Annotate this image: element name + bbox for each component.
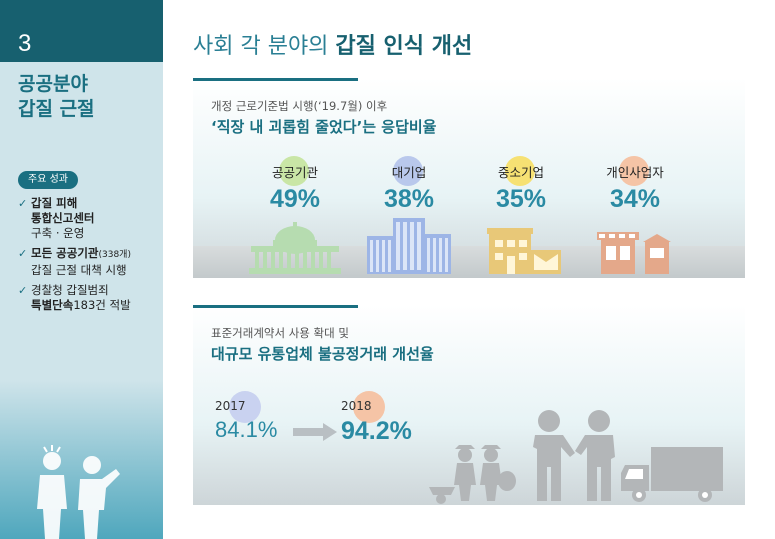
stat-value: 34%	[609, 185, 661, 213]
small-business-icon	[487, 228, 561, 274]
stat-circle	[279, 156, 309, 186]
people-arguing-icon	[37, 445, 120, 539]
section-title: 공공분야 갑질 근절	[18, 72, 95, 122]
stat-value: 35%	[495, 185, 547, 213]
logistics-illustration	[429, 410, 723, 504]
panel-accent-line	[193, 78, 358, 81]
stat-circle	[505, 156, 535, 186]
stat-large-company: 대기업 38%	[361, 156, 457, 214]
panel-subtitle: 표준거래계약서 사용 확대 및	[211, 326, 349, 340]
section-number: 3	[18, 30, 32, 57]
stat-value: 38%	[383, 185, 435, 213]
achievement-bold: 통합신고센터	[31, 211, 95, 225]
stat-label: 대기업	[391, 165, 427, 180]
achievement-bold: 갑질 피해	[31, 196, 78, 210]
achievement-item: ✓ 모든 공공기관(338개) 갑질 근절 대책 시행	[18, 246, 160, 278]
achievement-text: 경찰청 갑질범죄	[31, 283, 109, 297]
workplace-harassment-panel: 개정 근로기준법 시행(‘19.7월) 이후 ‘직장 내 괴롭힘 줄었다’는 응…	[193, 78, 745, 278]
from-year: 2017	[215, 399, 246, 413]
achievement-text: 183건 적발	[73, 298, 131, 312]
achievement-item: ✓ 갑질 피해 통합신고센터 구축 · 운영	[18, 196, 160, 241]
stat-value: 49%	[269, 185, 321, 213]
achievements-badge: 주요 성과	[18, 171, 78, 189]
distribution-fair-trade-panel: 표준거래계약서 사용 확대 및 대규모 유통업체 불공정거래 개선율 2017 …	[193, 305, 745, 505]
achievement-item: ✓ 경찰청 갑질범죄 특별단속183건 적발	[18, 283, 160, 313]
national-assembly-icon	[249, 222, 341, 274]
stat-public-institution: 공공기관 49%	[247, 156, 343, 214]
section-title-line2: 갑질 근절	[18, 98, 95, 120]
from-value: 84.1%	[215, 417, 278, 442]
sidebar: 3 공공분야 갑질 근절 주요 성과 ✓ 갑질 피해 통합신고센터 구축 · 운…	[0, 0, 163, 539]
shop-icon	[597, 232, 671, 274]
check-icon: ✓	[18, 284, 28, 297]
page-title: 사회 각 분야의 갑질 인식 개선	[193, 28, 472, 60]
check-icon: ✓	[18, 197, 28, 210]
achievement-bold: 모든 공공기관	[31, 246, 99, 260]
panel-heading: 대규모 유통업체 불공정거래 개선율	[211, 345, 434, 363]
panel-accent-line	[193, 305, 358, 308]
year-circle-2018	[353, 391, 385, 423]
achievement-bold: 특별단속	[31, 298, 74, 312]
office-building-icon	[367, 218, 451, 274]
achievements-list: ✓ 갑질 피해 통합신고센터 구축 · 운영 ✓ 모든 공공기관(338개) 갑…	[18, 196, 160, 318]
stat-sme: 중소기업 35%	[473, 156, 569, 214]
achievement-text: 구축 · 운영	[31, 226, 85, 240]
to-year: 2018	[341, 399, 372, 413]
achievement-text: 갑질 근절 대책 시행	[31, 263, 127, 277]
stat-label: 개인사업자	[606, 165, 664, 180]
panel-heading: ‘직장 내 괴롭힘 줄었다’는 응답비율	[211, 118, 437, 136]
page-title-normal: 사회 각 분야의	[193, 34, 336, 59]
sidebar-header-band	[0, 0, 163, 62]
panel-subtitle: 개정 근로기준법 시행(‘19.7월) 이후	[211, 99, 388, 113]
stat-self-employed: 개인사업자 34%	[587, 156, 683, 214]
sidebar-fade	[0, 380, 163, 539]
arrow-right-icon	[293, 423, 337, 441]
year-circle-2017	[229, 391, 261, 423]
stat-circle	[393, 156, 423, 186]
stat-circle	[619, 156, 649, 186]
achievement-small: (338개)	[98, 250, 131, 260]
stat-label: 중소기업	[497, 165, 544, 180]
page-title-bold: 갑질 인식 개선	[335, 34, 473, 59]
stat-label: 공공기관	[271, 165, 318, 180]
section-title-line1: 공공분야	[18, 73, 88, 95]
to-value: 94.2%	[341, 417, 412, 445]
check-icon: ✓	[18, 247, 28, 260]
